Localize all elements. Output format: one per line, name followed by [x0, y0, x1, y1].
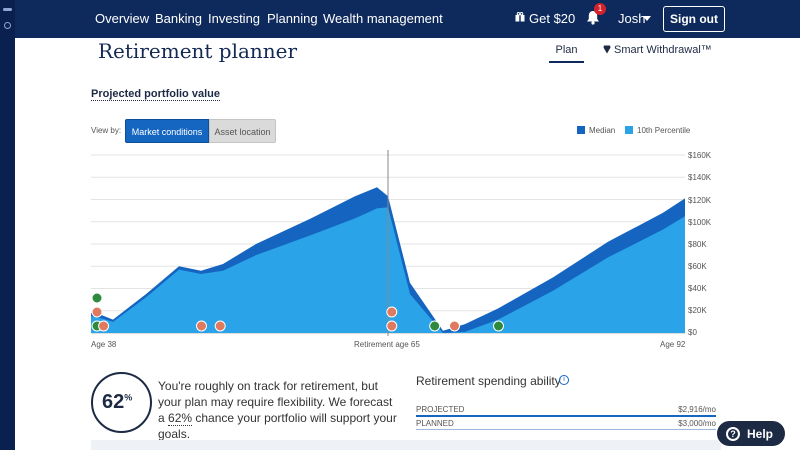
success-probability-link[interactable]: 62%	[168, 411, 193, 426]
y-tick-label: $160K	[688, 151, 712, 160]
logo-mark	[3, 8, 12, 11]
y-tick-label: $20K	[688, 306, 707, 315]
tool-icon[interactable]	[214, 320, 226, 332]
y-tick-label: $60K	[688, 262, 707, 271]
trophy-icon[interactable]	[386, 306, 398, 318]
tab-plan[interactable]: Plan	[555, 44, 578, 56]
success-score-value: 62	[102, 391, 125, 413]
nav-investing[interactable]: Investing	[208, 11, 261, 26]
car-icon[interactable]	[196, 320, 207, 332]
success-score-unit: %	[124, 392, 133, 403]
spending-title: Retirement spending ability	[416, 374, 561, 388]
spending-projected-bar	[416, 415, 716, 417]
success-score-ring	[91, 372, 152, 433]
y-tick-label: $0	[688, 328, 697, 337]
summary-text-after: chance your portfolio will support your …	[158, 411, 397, 441]
heart-icon[interactable]	[386, 320, 398, 332]
view-market-conditions-button[interactable]: Market conditions	[125, 119, 209, 143]
money-icon[interactable]	[91, 292, 103, 304]
nav-banking[interactable]: Banking	[155, 11, 202, 26]
money-icon[interactable]	[493, 320, 504, 332]
legend-swatch-10th-percentile	[625, 126, 633, 134]
view-by-label: View by:	[91, 126, 122, 135]
plan-summary-text: You're roughly on track for retirement, …	[158, 378, 398, 442]
money-icon[interactable]	[91, 320, 103, 332]
info-icon[interactable]: i	[559, 375, 569, 385]
help-button[interactable]: ? Help	[716, 420, 786, 447]
spending-planned-bar	[416, 429, 716, 430]
gift-icon	[515, 12, 525, 22]
logo-circle-icon	[4, 22, 11, 29]
car-icon[interactable]	[98, 320, 110, 332]
page-title: Retirement planner	[98, 39, 298, 63]
legend-label-median: Median	[589, 126, 616, 135]
legend-swatch-median	[577, 126, 585, 134]
bottom-panel	[91, 440, 721, 450]
gift-icon[interactable]	[91, 306, 103, 318]
y-tick-label: $140K	[688, 173, 712, 182]
x-tick-label-end: Age 92	[660, 340, 686, 349]
nav-planning[interactable]: Planning	[267, 11, 318, 26]
success-score: 62%	[102, 391, 132, 414]
sign-out-button[interactable]: Sign out	[663, 6, 725, 32]
diamond-icon	[603, 45, 611, 54]
spending-projected-value: $2,916/mo	[678, 405, 716, 414]
money-icon[interactable]	[429, 320, 441, 332]
nav-wealth-management[interactable]: Wealth management	[323, 11, 443, 26]
legend-label-10th-percentile: 10th Percentile	[637, 126, 691, 135]
promo-link[interactable]: Get $20	[529, 11, 576, 26]
help-icon: ?	[726, 427, 740, 441]
y-tick-label: $120K	[688, 196, 712, 205]
section-title: Projected portfolio value	[91, 88, 220, 101]
help-label: Help	[747, 427, 774, 441]
chevron-down-icon[interactable]	[643, 16, 651, 21]
tab-smart-withdrawal[interactable]: Smart Withdrawal™	[614, 44, 712, 56]
x-tick-label-start: Age 38	[91, 340, 117, 349]
user-menu[interactable]: Josh	[618, 11, 646, 26]
area-series-median	[91, 187, 685, 333]
legend-10th-percentile: 10th Percentile	[625, 126, 690, 135]
spending-projected-label: PROJECTED	[416, 405, 465, 414]
summary-text-before: You're roughly on track for retirement, …	[158, 379, 393, 425]
view-asset-location-button[interactable]: Asset location	[209, 119, 276, 143]
trophy-icon[interactable]	[449, 320, 460, 332]
y-tick-label: $40K	[688, 284, 707, 293]
legend-median: Median	[577, 126, 615, 135]
spending-planned-value: $3,000/mo	[678, 419, 716, 428]
spending-planned-label: PLANNED	[416, 419, 454, 428]
notification-badge: 1	[594, 3, 606, 15]
tab-active-indicator	[549, 61, 584, 63]
y-tick-label: $100K	[688, 218, 712, 227]
x-tick-label-retirement: Retirement age 65	[354, 340, 420, 349]
logo-strip	[0, 0, 15, 450]
nav-overview[interactable]: Overview	[95, 11, 150, 26]
y-tick-label: $80K	[688, 240, 707, 249]
area-series-10th-percentile	[91, 207, 685, 333]
